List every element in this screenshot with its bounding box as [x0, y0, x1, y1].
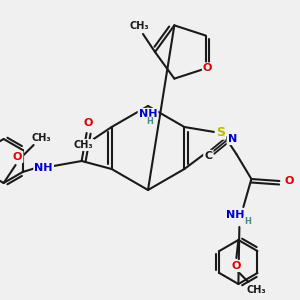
Text: NH: NH — [226, 210, 244, 220]
Text: H: H — [147, 118, 153, 127]
Text: S: S — [216, 125, 225, 139]
Text: CH₃: CH₃ — [129, 21, 149, 31]
Text: C: C — [204, 151, 212, 161]
Text: CH₃: CH₃ — [247, 285, 266, 295]
Text: O: O — [232, 261, 241, 271]
Text: H: H — [244, 218, 251, 226]
Text: CH₃: CH₃ — [74, 140, 93, 150]
Text: N: N — [228, 134, 237, 144]
Text: O: O — [285, 176, 294, 186]
Text: O: O — [203, 64, 212, 74]
Text: NH: NH — [139, 109, 157, 119]
Text: NH: NH — [34, 163, 53, 173]
Text: CH₃: CH₃ — [32, 133, 51, 143]
Text: O: O — [13, 152, 22, 162]
Text: O: O — [84, 118, 93, 128]
